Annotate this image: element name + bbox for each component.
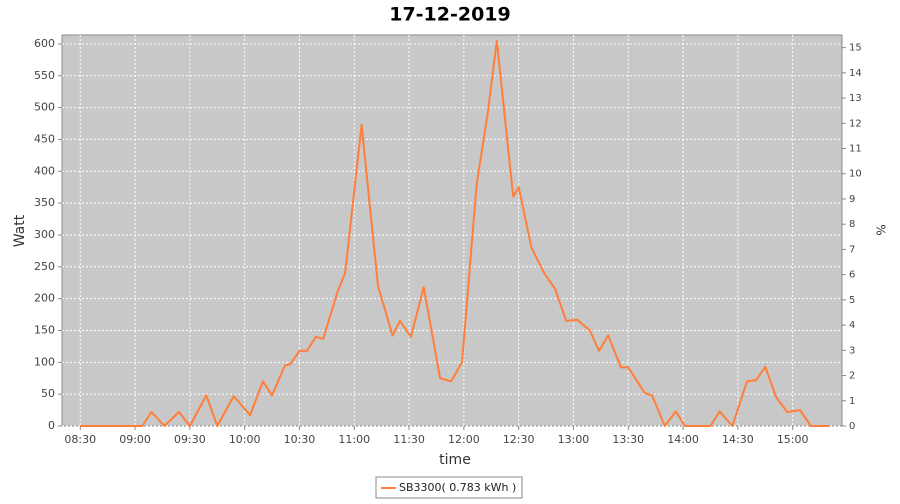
x-tick-label: 10:00 — [229, 433, 261, 446]
y2-tick-label: 5 — [849, 295, 855, 306]
x-tick-label: 12:30 — [503, 433, 535, 446]
y2-tick-label: 3 — [849, 345, 855, 356]
y-tick-label: 550 — [34, 69, 55, 82]
y-tick-label: 400 — [34, 164, 55, 177]
y2-tick-label: 7 — [849, 244, 855, 255]
plot-area — [61, 34, 843, 427]
y2-tick-label: 2 — [849, 371, 855, 382]
y-tick-label: 250 — [34, 260, 55, 273]
y2-tick-label: 14 — [849, 68, 862, 79]
y2-tick-label: 8 — [849, 219, 855, 230]
y-axis-label: Watt — [12, 214, 28, 247]
y2-tick-label: 4 — [849, 320, 855, 331]
y2-tick-label: 12 — [849, 118, 862, 129]
x-axis-label: time — [439, 452, 471, 468]
y-tick-label: 50 — [41, 387, 55, 400]
chart-title: 17-12-2019 — [389, 4, 511, 26]
y2-tick-label: 9 — [849, 194, 855, 205]
y2-tick-label: 11 — [849, 144, 862, 155]
y-tick-label: 0 — [48, 419, 55, 432]
x-tick-label: 11:30 — [393, 433, 425, 446]
x-tick-label: 12:00 — [448, 433, 480, 446]
x-tick-label: 13:00 — [558, 433, 590, 446]
x-tick-label: 10:30 — [284, 433, 316, 446]
y-tick-label: 350 — [34, 196, 55, 209]
series-line — [80, 39, 830, 427]
x-tick-label: 09:00 — [119, 433, 151, 446]
x-tick-label: 14:00 — [667, 433, 699, 446]
y2-tick-label: 13 — [849, 93, 862, 104]
x-tick-label: 15:00 — [777, 433, 809, 446]
legend-label: SB3300( 0.783 kWh ) — [399, 481, 516, 494]
y-tick-label: 500 — [34, 101, 55, 114]
x-tick-label: 13:30 — [612, 433, 644, 446]
x-tick-label: 14:30 — [722, 433, 754, 446]
y2-tick-label: 15 — [849, 43, 862, 54]
y2-tick-label: 6 — [849, 270, 855, 281]
y-tick-label: 200 — [34, 292, 55, 305]
y-tick-label: 150 — [34, 323, 55, 336]
y-tick-label: 300 — [34, 228, 55, 241]
y-tick-label: 100 — [34, 355, 55, 368]
legend — [375, 476, 523, 499]
y2-axis-label: % — [874, 224, 888, 235]
y-tick-label: 450 — [34, 132, 55, 145]
y-tick-label: 600 — [34, 37, 55, 50]
x-tick-label: 11:00 — [338, 433, 370, 446]
y2-tick-label: 10 — [849, 169, 862, 180]
x-tick-label: 09:30 — [174, 433, 206, 446]
y2-tick-label: 0 — [849, 421, 855, 432]
y2-tick-label: 1 — [849, 396, 855, 407]
x-tick-label: 08:30 — [64, 433, 96, 446]
